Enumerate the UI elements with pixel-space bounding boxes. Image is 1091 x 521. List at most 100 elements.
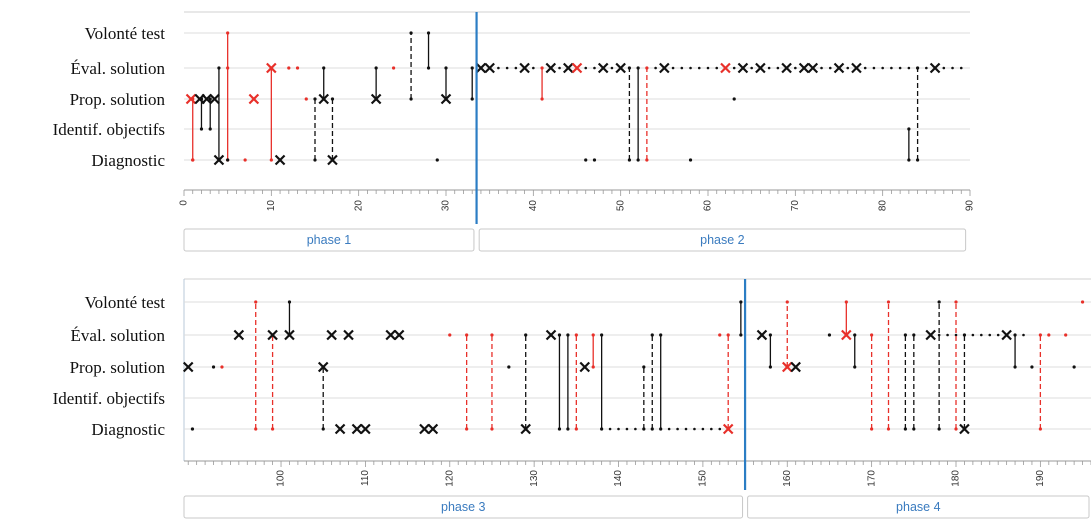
top-y-label: Volonté test <box>85 24 166 43</box>
top-segment-end-dot <box>322 66 326 70</box>
bottom-y-label: Identif. objectifs <box>53 389 165 408</box>
top-run-dot <box>872 66 876 70</box>
top-y-label: Identif. objectifs <box>53 120 165 139</box>
bottom-run-dot <box>996 333 1000 337</box>
bottom-segment-end-dot <box>1038 333 1042 337</box>
top-run-dot <box>890 66 893 70</box>
bottom-segment-end-dot <box>853 365 857 369</box>
top-segment-end-dot <box>199 127 204 131</box>
top-x-marker <box>318 93 330 105</box>
top-dot-marker <box>304 97 308 101</box>
bottom-dot-marker <box>220 365 224 369</box>
bottom-segment-end-dot <box>844 300 848 304</box>
top-run-dot <box>898 66 902 70</box>
top-run-dot <box>558 66 561 70</box>
top-segment-end-dot <box>916 66 920 70</box>
bottom-segment-end-dot <box>650 427 654 431</box>
top-x-marker <box>475 62 487 74</box>
bottom-segment-end-dot <box>574 427 578 431</box>
top-dot-marker <box>688 158 693 162</box>
top-phase-label: phase 2 <box>700 233 745 247</box>
top-run-dot <box>671 66 675 70</box>
bottom-run-dot <box>954 333 958 337</box>
top-run-dot <box>881 66 884 70</box>
bottom-run-dot <box>718 427 722 431</box>
bottom-run-dot <box>617 427 620 431</box>
top-x-tick-label: 50 <box>615 200 626 212</box>
bottom-x-tick-label: 180 <box>951 470 962 487</box>
bottom-run-dot <box>684 427 688 431</box>
bottom-dot-marker <box>1047 333 1051 337</box>
top-run-dot <box>794 66 797 70</box>
top-dot-marker <box>592 158 597 162</box>
bottom-dot-marker <box>190 427 195 431</box>
top-segment-end-dot <box>627 66 632 70</box>
bottom-x-marker <box>334 423 346 435</box>
bottom-x-tick-label: 130 <box>529 470 540 487</box>
bottom-x-marker <box>756 329 768 341</box>
top-segment-end-dot <box>916 158 920 162</box>
top-run-dot <box>820 66 823 70</box>
top-segment-end-dot <box>444 66 448 70</box>
top-dot-marker <box>435 158 439 162</box>
bottom-phase-box <box>183 495 744 519</box>
bottom-segment-end-dot <box>659 333 663 337</box>
top-segment-end-dot <box>217 66 221 70</box>
bottom-y-label: Prop. solution <box>70 358 166 377</box>
top-y-label: Prop. solution <box>70 90 166 109</box>
top-x-marker <box>571 62 583 74</box>
bottom-x-marker <box>1001 329 1012 341</box>
top-run-dot <box>505 66 509 70</box>
bottom-y-label: Diagnostic <box>91 420 165 439</box>
top-segment-end-dot <box>374 66 378 70</box>
bottom-segment-end-dot <box>954 300 958 304</box>
bottom-run-dot <box>701 427 705 431</box>
top-segment-end-dot <box>636 158 640 162</box>
top-run-dot <box>497 66 500 70</box>
bottom-x-marker <box>841 329 852 341</box>
top-run-dot <box>584 66 588 70</box>
top-segment-end-dot <box>226 31 230 35</box>
bottom-segment-end-dot <box>962 333 967 337</box>
bottom-dot-marker <box>1072 365 1076 369</box>
top-segment-end-dot <box>907 127 911 131</box>
top-dot-marker <box>732 97 736 101</box>
top-x-marker <box>484 62 495 74</box>
bottom-x-marker <box>393 329 405 341</box>
top-dot-marker <box>191 158 195 162</box>
top-x-tick-label: 70 <box>790 200 801 212</box>
top-x-marker <box>248 93 260 105</box>
top-run-dot <box>767 66 771 70</box>
top-x-marker <box>615 62 626 74</box>
top-segment-end-dot <box>627 158 632 162</box>
top-x-marker <box>755 62 766 74</box>
bottom-x-marker <box>182 361 194 373</box>
bottom-x-marker <box>284 329 295 341</box>
top-run-dot <box>697 66 701 70</box>
top-segment-end-dot <box>313 158 317 162</box>
top-x-marker <box>807 62 819 74</box>
bottom-segment-end-dot <box>912 427 916 431</box>
top-run-dot <box>846 66 850 70</box>
bottom-x-tick-label: 190 <box>1035 470 1046 487</box>
top-run-dot <box>732 66 736 70</box>
bottom-run-dot <box>625 427 629 431</box>
top-segment-end-dot <box>645 158 649 162</box>
bottom-segment-end-dot <box>937 427 941 431</box>
bottom-segment-end-dot <box>870 333 874 337</box>
bottom-segment-end-dot <box>853 333 857 337</box>
bottom-x-tick-label: 100 <box>276 470 287 487</box>
top-x-marker <box>720 62 731 74</box>
bottom-segment-end-dot <box>937 300 941 304</box>
bottom-segment-end-dot <box>659 427 663 431</box>
bottom-x-marker <box>343 329 354 341</box>
bottom-segment-end-dot <box>912 333 916 337</box>
top-x-marker <box>798 62 810 74</box>
bottom-segment-end-dot <box>270 427 275 431</box>
top-phase-box <box>183 228 475 252</box>
bottom-phase-label: phase 4 <box>896 500 941 514</box>
top-x-marker <box>562 62 574 74</box>
bottom-phase-box <box>747 495 1090 519</box>
top-dot-marker <box>392 66 396 70</box>
